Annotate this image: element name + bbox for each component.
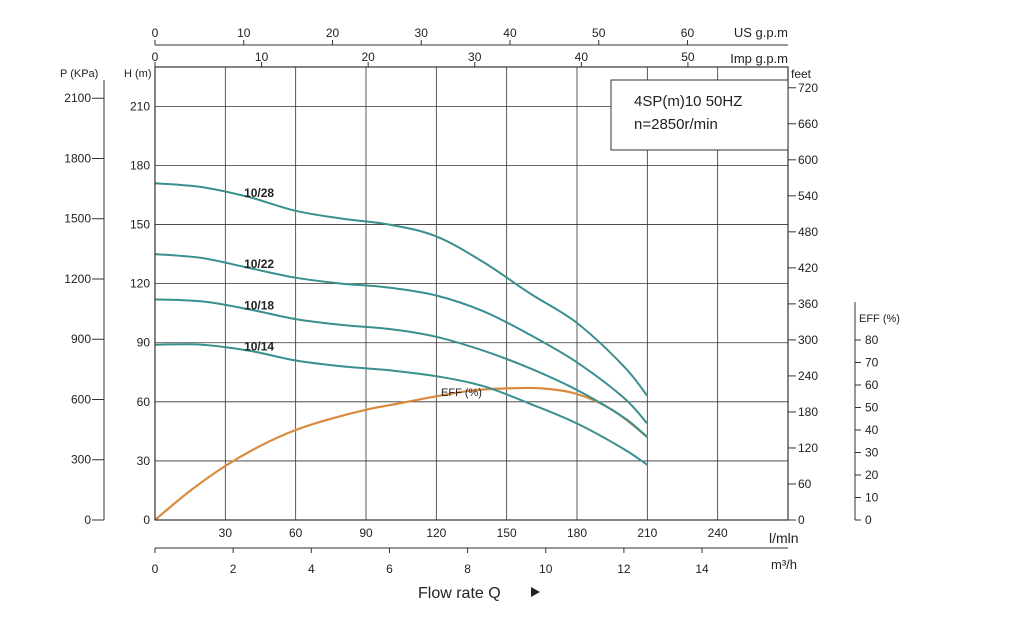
x-tick-label-m3h: 4	[308, 562, 315, 576]
y-tick-label-h: 180	[130, 158, 150, 172]
y-tick-label-h: 0	[143, 513, 150, 527]
x-tick-label-m3h: 12	[617, 562, 631, 576]
axis-ticks: 30 60 90 120 150 180 210 240 0 2 4 6 8 10 12 14 0 10 20 30 4…	[64, 26, 878, 576]
curves	[154, 182, 649, 521]
x-tick-label-lmin: 210	[637, 526, 657, 540]
y-tick-label-h: 120	[130, 277, 150, 291]
y-tick-label-feet: 540	[798, 189, 818, 203]
y-tick-label-feet: 0	[798, 513, 805, 527]
eff-unit: EFF (%)	[859, 313, 900, 325]
series-label-10-14: 10/14	[244, 340, 274, 354]
series-label-10-28: 10/28	[244, 186, 274, 200]
play-arrow-icon	[531, 587, 540, 597]
x-tick-label-us: 50	[592, 26, 606, 40]
y-tick-label-feet: 420	[798, 261, 818, 275]
y-tick-label-h: 60	[137, 395, 151, 409]
x-tick-label-us: 30	[415, 26, 429, 40]
x-tick-label-imp: 50	[681, 50, 695, 64]
x-tick-label-m3h: 14	[695, 562, 709, 576]
head-curve-10-22	[154, 253, 649, 425]
us-gpm-unit: US g.p.m	[734, 25, 788, 40]
y-tick-label-eff: 10	[865, 491, 879, 505]
m3h-unit: m³/h	[771, 557, 797, 572]
x-tick-label-m3h: 0	[152, 562, 159, 576]
y-tick-label-h: 90	[137, 336, 151, 350]
y-tick-label-h: 30	[137, 454, 151, 468]
imp-gpm-unit: Imp g.p.m	[730, 51, 788, 66]
y-tick-label-feet: 480	[798, 225, 818, 239]
y-tick-label-kpa: 900	[71, 332, 91, 346]
x-tick-label-imp: 20	[361, 50, 375, 64]
head-curve-10-14	[154, 343, 648, 466]
y-tick-label-eff: 50	[865, 401, 879, 415]
kpa-unit: P (KPa)	[60, 68, 98, 80]
y-tick-label-eff: 40	[865, 423, 879, 437]
x-tick-label-us: 20	[326, 26, 340, 40]
y-tick-label-feet: 660	[798, 117, 818, 131]
y-tick-label-feet: 240	[798, 369, 818, 383]
y-tick-label-h: 150	[130, 218, 150, 232]
y-tick-label-feet: 300	[798, 333, 818, 347]
x-tick-label-lmin: 120	[426, 526, 446, 540]
feet-unit: feet	[791, 67, 812, 81]
y-tick-label-eff: 20	[865, 468, 879, 482]
y-tick-label-eff: 70	[865, 356, 879, 370]
x-tick-label-m3h: 2	[230, 562, 237, 576]
y-tick-label-h: 210	[130, 99, 150, 113]
x-tick-label-imp: 30	[468, 50, 482, 64]
x-tick-label-lmin: 150	[497, 526, 517, 540]
y-tick-label-feet: 60	[798, 477, 812, 491]
y-tick-label-kpa: 1500	[64, 212, 91, 226]
x-tick-label-us: 10	[237, 26, 251, 40]
x-tick-label-lmin: 30	[219, 526, 233, 540]
y-tick-label-feet: 600	[798, 153, 818, 167]
head-curve-10-28	[154, 182, 649, 397]
series-label-10-18: 10/18	[244, 298, 274, 312]
y-tick-label-eff: 30	[865, 446, 879, 460]
h-unit: H (m)	[124, 68, 152, 80]
y-tick-label-kpa: 1200	[64, 272, 91, 286]
x-tick-label-lmin: 240	[708, 526, 728, 540]
model-info-box-frame	[610, 79, 789, 151]
y-tick-label-eff: 60	[865, 378, 879, 392]
plot-frame	[154, 66, 789, 521]
model-info-box: 4SP(m)10 50HZ n=2850r/min	[610, 79, 789, 151]
x-tick-label-imp: 40	[575, 50, 589, 64]
y-tick-label-feet: 180	[798, 405, 818, 419]
x-axis-title: Flow rate Q	[418, 585, 501, 602]
x-tick-label-imp: 10	[255, 50, 269, 64]
y-tick-label-feet: 360	[798, 297, 818, 311]
x-tick-label-us: 0	[152, 26, 159, 40]
y-tick-label-kpa: 1800	[64, 151, 91, 165]
head-curve-10-18	[154, 298, 648, 439]
x-tick-label-lmin: 60	[289, 526, 303, 540]
x-tick-label-lmin: 180	[567, 526, 587, 540]
x-tick-label-us: 60	[681, 26, 695, 40]
y-tick-label-kpa: 2100	[64, 91, 91, 105]
x-tick-label-m3h: 6	[386, 562, 393, 576]
y-tick-label-feet: 720	[798, 81, 818, 95]
x-tick-label-lmin: 90	[359, 526, 373, 540]
y-tick-label-feet: 120	[798, 441, 818, 455]
y-tick-label-kpa: 300	[71, 453, 91, 467]
y-tick-label-kpa: 0	[84, 513, 91, 527]
curve-labels: EFF (%) 10/28 10/22 10/18 10/14	[244, 186, 482, 399]
model-line: 4SP(m)10 50HZ	[634, 93, 742, 110]
efficiency-curve-label: EFF (%)	[441, 387, 482, 399]
y-tick-label-eff: 0	[865, 513, 872, 527]
y-tick-label-kpa: 600	[71, 392, 91, 406]
y-tick-label-eff: 80	[865, 333, 879, 347]
x-tick-label-m3h: 10	[539, 562, 553, 576]
x-tick-label-imp: 0	[152, 50, 159, 64]
speed-line: n=2850r/min	[634, 116, 718, 133]
grid	[155, 67, 788, 520]
x-tick-label-m3h: 8	[464, 562, 471, 576]
series-label-10-22: 10/22	[244, 257, 274, 271]
lmin-unit: l/mln	[769, 530, 799, 546]
x-tick-label-us: 40	[503, 26, 517, 40]
efficiency-curve	[154, 386, 648, 521]
